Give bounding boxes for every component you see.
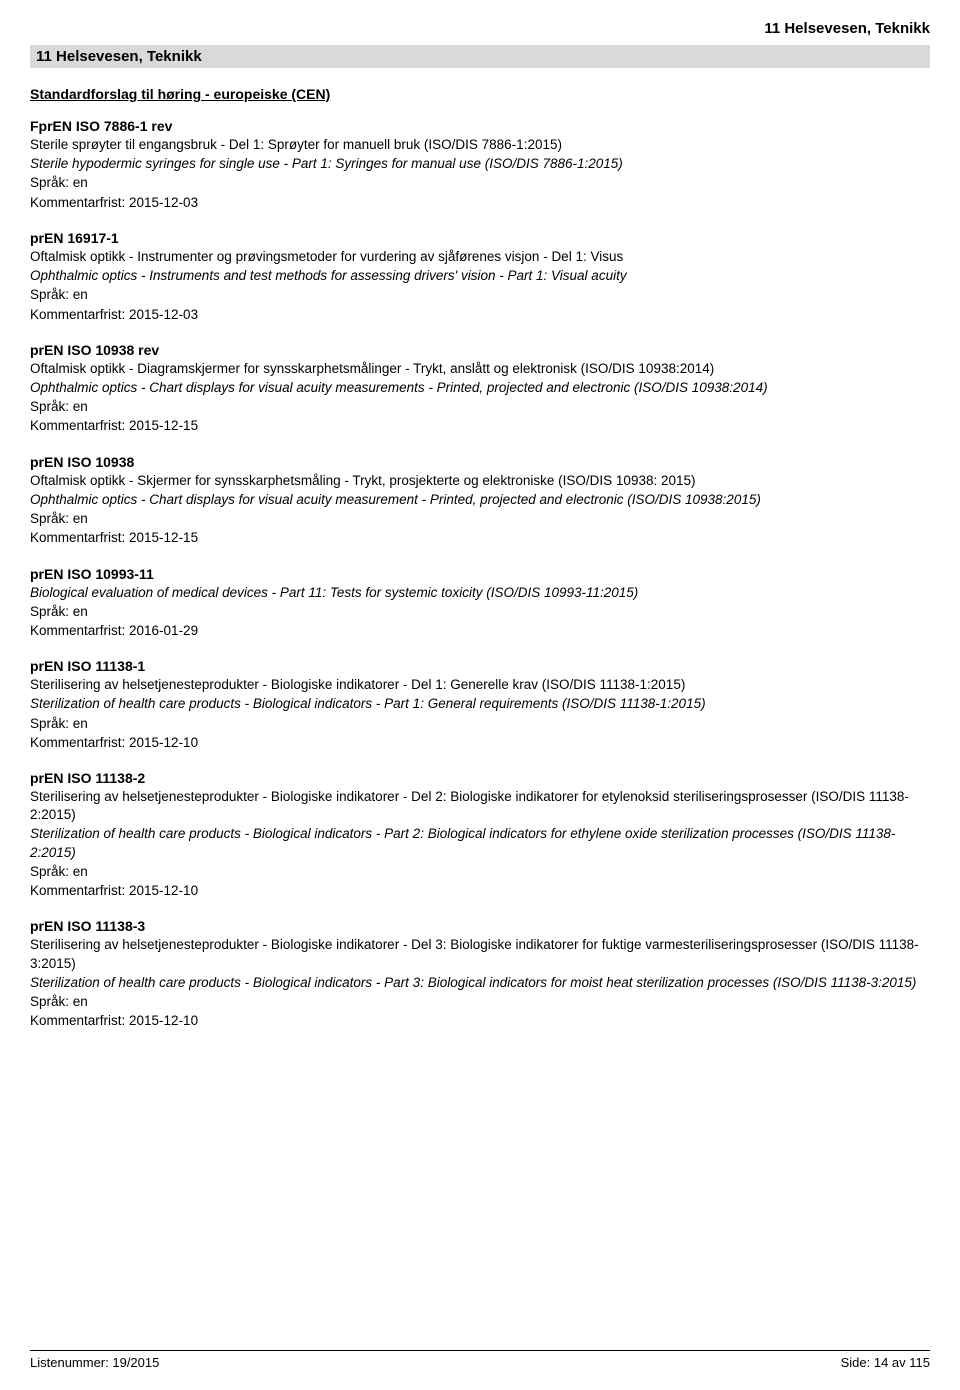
- entry-english-title: Ophthalmic optics - Chart displays for v…: [30, 491, 930, 509]
- entry-title: prEN ISO 11138-2: [30, 770, 930, 786]
- page-footer: Listenummer: 19/2015 Side: 14 av 115: [30, 1350, 930, 1370]
- entry-deadline: Kommentarfrist: 2015-12-15: [30, 529, 930, 547]
- entry-deadline: Kommentarfrist: 2015-12-15: [30, 417, 930, 435]
- footer-list-number: Listenummer: 19/2015: [30, 1355, 159, 1370]
- entry-english-title: Sterilization of health care products - …: [30, 695, 930, 713]
- standard-entry: prEN ISO 10993-11 Biological evaluation o…: [30, 566, 930, 641]
- entry-english-title: Ophthalmic optics - Chart displays for v…: [30, 379, 930, 397]
- standard-entry: prEN 16917-1 Oftalmisk optikk - Instrumen…: [30, 230, 930, 324]
- entry-english-title: Biological evaluation of medical devices…: [30, 584, 930, 602]
- subheading: Standardforslag til høring - europeiske …: [30, 86, 930, 102]
- entry-deadline: Kommentarfrist: 2015-12-03: [30, 194, 930, 212]
- footer-page-number: Side: 14 av 115: [841, 1355, 930, 1370]
- entry-title: prEN ISO 10938 rev: [30, 342, 930, 358]
- entry-deadline: Kommentarfrist: 2016-01-29: [30, 622, 930, 640]
- entry-title: FprEN ISO 7886-1 rev: [30, 118, 930, 134]
- entry-language: Språk: en: [30, 398, 930, 416]
- standard-entry: prEN ISO 11138-3 Sterilisering av helsetj…: [30, 918, 930, 1030]
- entry-language: Språk: en: [30, 174, 930, 192]
- entry-language: Språk: en: [30, 510, 930, 528]
- entry-norwegian-title: Oftalmisk optikk - Skjermer for synsskar…: [30, 472, 930, 490]
- entry-norwegian-title: Oftalmisk optikk - Instrumenter og prøvi…: [30, 248, 930, 266]
- entry-title: prEN ISO 10993-11: [30, 566, 930, 582]
- entry-deadline: Kommentarfrist: 2015-12-10: [30, 882, 930, 900]
- entry-title: prEN ISO 10938: [30, 454, 930, 470]
- entry-language: Språk: en: [30, 603, 930, 621]
- standard-entry: FprEN ISO 7886-1 rev Sterile sprøyter til…: [30, 118, 930, 212]
- entry-english-title: Sterile hypodermic syringes for single u…: [30, 155, 930, 173]
- standard-entry: prEN ISO 10938 Oftalmisk optikk - Skjerme…: [30, 454, 930, 548]
- header-right-category: 11 Helsevesen, Teknikk: [30, 20, 930, 37]
- entry-deadline: Kommentarfrist: 2015-12-03: [30, 306, 930, 324]
- standard-entry: prEN ISO 10938 rev Oftalmisk optikk - Dia…: [30, 342, 930, 436]
- entry-norwegian-title: Oftalmisk optikk - Diagramskjermer for s…: [30, 360, 930, 378]
- section-title-bar: 11 Helsevesen, Teknikk: [30, 45, 930, 68]
- entry-language: Språk: en: [30, 715, 930, 733]
- entry-language: Språk: en: [30, 286, 930, 304]
- entry-english-title: Ophthalmic optics - Instruments and test…: [30, 267, 930, 285]
- standard-entry: prEN ISO 11138-1 Sterilisering av helsetj…: [30, 658, 930, 752]
- entry-language: Språk: en: [30, 863, 930, 881]
- entry-english-title: Sterilization of health care products - …: [30, 974, 930, 992]
- entry-language: Språk: en: [30, 993, 930, 1011]
- entry-title: prEN ISO 11138-3: [30, 918, 930, 934]
- entry-title: prEN 16917-1: [30, 230, 930, 246]
- standard-entry: prEN ISO 11138-2 Sterilisering av helsetj…: [30, 770, 930, 900]
- entry-norwegian-title: Sterilisering av helsetjenesteprodukter …: [30, 676, 930, 694]
- entry-norwegian-title: Sterilisering av helsetjenesteprodukter …: [30, 936, 930, 972]
- entry-deadline: Kommentarfrist: 2015-12-10: [30, 1012, 930, 1030]
- entry-deadline: Kommentarfrist: 2015-12-10: [30, 734, 930, 752]
- entry-norwegian-title: Sterilisering av helsetjenesteprodukter …: [30, 788, 930, 824]
- entries-list: FprEN ISO 7886-1 rev Sterile sprøyter til…: [30, 118, 930, 1030]
- entry-english-title: Sterilization of health care products - …: [30, 825, 930, 861]
- entry-norwegian-title: Sterile sprøyter til engangsbruk - Del 1…: [30, 136, 930, 154]
- entry-title: prEN ISO 11138-1: [30, 658, 930, 674]
